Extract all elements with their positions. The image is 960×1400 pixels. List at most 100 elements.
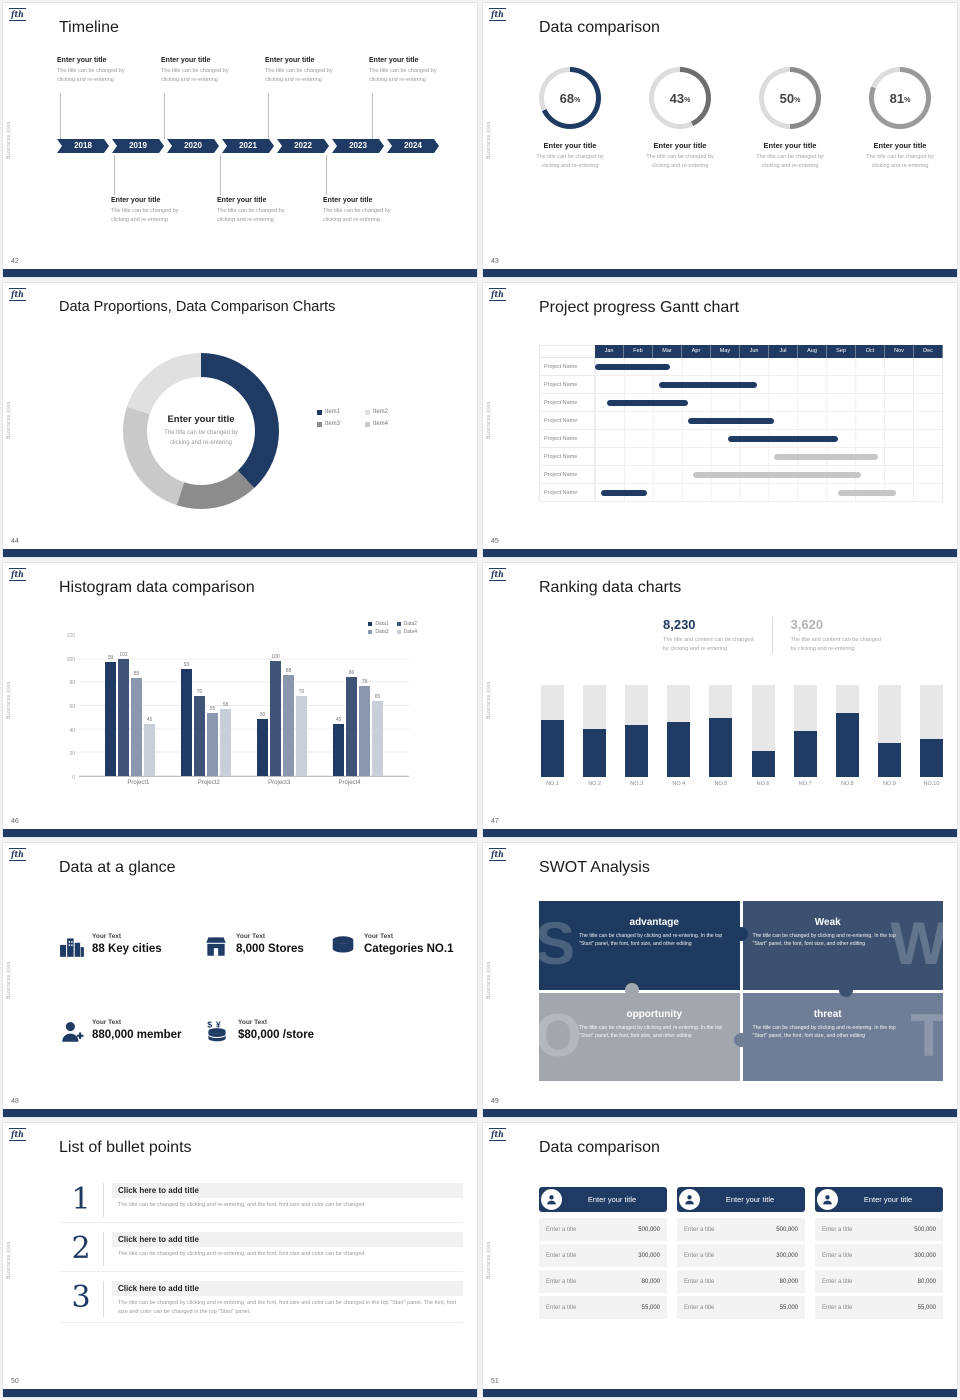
fth-logo: fth [9, 8, 26, 21]
fth-logo: fth [489, 848, 506, 861]
bar: 86 [346, 670, 357, 776]
legend-item: Data3 [368, 629, 389, 635]
slide-43-data-comparison[interactable]: fth Business plan 43 Data comparison 68%… [482, 2, 958, 278]
y-tick-label: 60 [69, 703, 75, 710]
puzzle-nub [734, 927, 748, 941]
stat-desc: The title and content can be changed by c… [663, 637, 754, 652]
comparison-cards: Enter your title Enter a title 500,000 En… [539, 1187, 943, 1322]
categories-icon [329, 933, 357, 964]
bullet-item: 3 Click here to add title The title can … [59, 1281, 463, 1323]
bullet-number: 1 [71, 1182, 91, 1217]
year-chevron: 2022 [277, 139, 329, 153]
donut-center-label: Enter your title The title can be change… [123, 353, 279, 509]
histogram-groups: 99 102 85 45 93 70 55 58 50 100 88 70 45 86 78 65 [79, 637, 409, 776]
side-vertical-text: Business plan [6, 1241, 12, 1279]
bar: 102 [118, 652, 129, 776]
ring-stat: 50% Enter your title The title can be ch… [737, 67, 843, 171]
side-vertical-text: Business plan [486, 961, 492, 999]
connector-line [60, 93, 61, 139]
slide-number: 49 [491, 1098, 499, 1105]
fth-logo: fth [9, 288, 26, 301]
card-header-label: Enter your title [587, 1195, 637, 1204]
slide-title: Data Proportions, Data Comparison Charts [59, 299, 336, 315]
bullet-item: 2 Click here to add title The title can … [59, 1232, 463, 1272]
slide-number: 45 [491, 538, 499, 545]
slide-46-histogram[interactable]: fth Business plan 46 Histogram data comp… [2, 562, 478, 838]
gantt-month-label: Feb [624, 345, 653, 358]
x-tick-label: Project4 [338, 780, 361, 786]
entry-desc: The title can be changed by clicking and … [265, 68, 333, 83]
ring-stat: 68% Enter your title The title can be ch… [517, 67, 623, 171]
stat-value: 8,000 Stores [236, 943, 304, 955]
ring-desc: The title can be changed by clicking and … [646, 154, 714, 169]
stat-label: Your Text [92, 1019, 122, 1026]
swot-heading: advantage [629, 917, 679, 928]
connector-line [220, 155, 221, 195]
gantt-bar [693, 472, 862, 478]
timeline-entry: Enter your title The title can be change… [57, 57, 153, 85]
slide-42-timeline[interactable]: fth Business plan 42 Timeline Enter your… [2, 2, 478, 278]
slide-47-ranking[interactable]: fth Business plan 47 Ranking data charts… [482, 562, 958, 838]
card-rows: Enter a title 500,000 Enter a title 300,00… [539, 1218, 667, 1319]
slide-45-gantt[interactable]: fth Business plan 45 Project progress Ga… [482, 282, 958, 558]
gantt-row-label: Project Name [539, 376, 595, 394]
gantt-grid-row [595, 448, 942, 466]
donut-ring: 43% [649, 67, 711, 129]
legend-item: Data1 [368, 621, 389, 627]
swot-heading: Weak [814, 917, 841, 928]
swot-opportunity-quadrant: O opportunity The title can be changed b… [539, 992, 740, 1081]
donut-desc: The title can be changed by clicking and… [164, 429, 238, 446]
donut-title: Enter your title [167, 413, 235, 425]
glance-stat: Your Text 8,000 Stores [203, 933, 304, 964]
gantt-row-label: Project Name [539, 412, 595, 430]
gantt-month-label: Jul [769, 345, 798, 358]
donut-ring: 81% [869, 67, 931, 129]
gantt-grid-row [595, 394, 942, 412]
connector-line [268, 93, 269, 139]
connector-line [372, 93, 373, 139]
ranking-column: NO.1 [541, 685, 564, 787]
timeline-entry: Enter your title The title can be change… [323, 197, 419, 225]
slide-51-data-comparison[interactable]: fth Business plan 51 Data comparison Ent… [482, 1122, 958, 1398]
proportion-donut [123, 353, 279, 509]
side-vertical-text: Business plan [486, 401, 492, 439]
bar: 78 [359, 679, 370, 776]
bar: 45 [333, 717, 344, 776]
slide-number: 47 [491, 818, 499, 825]
swot-letter: O [539, 1001, 582, 1069]
side-vertical-text: Business plan [6, 961, 12, 999]
bar-group: 45 86 78 65 [333, 670, 383, 776]
legend-item: Data4 [396, 629, 417, 635]
slide-number: 46 [11, 818, 19, 825]
bottom-accent-bar [3, 1109, 477, 1117]
ring-stat: 43% Enter your title The title can be ch… [627, 67, 733, 171]
histogram-legend: Data1 Data2 Data3 Data4 [368, 621, 417, 635]
bullet-title: Click here to add title [112, 1232, 463, 1247]
city-icon [59, 933, 85, 964]
gantt-row-label: Project Name [539, 466, 595, 484]
swot-desc: The title can be changed by clicking and… [579, 1024, 723, 1039]
side-vertical-text: Business plan [6, 681, 12, 719]
entry-title: Enter your title [217, 197, 267, 204]
slide-48-glance[interactable]: fth Business plan 48 Data at a glance Yo… [2, 842, 478, 1118]
slide-44-proportions[interactable]: fth Business plan 44 Data Proportions, D… [2, 282, 478, 558]
glance-stat: Your Text Categories NO.1 [329, 933, 453, 964]
bar: 65 [372, 694, 383, 776]
entry-desc: The title can be changed by clicking and … [323, 208, 391, 223]
entry-desc: The title can be changed by clicking and … [57, 68, 125, 83]
swot-grid: S advantage The title can be changed by … [539, 901, 943, 1081]
ring-title: Enter your title [763, 141, 817, 150]
stat-secondary: 3,620 The title and content can be chang… [771, 617, 881, 654]
timeline-entry: Enter your title The title can be change… [161, 57, 257, 85]
gantt-month-label: Sep [827, 345, 856, 358]
card-header: Enter your title [815, 1187, 943, 1212]
histogram-plot: 120 100 80 60 40 20 0 99 102 85 45 93 70 55 58 50 100 88… [67, 633, 409, 781]
bottom-accent-bar [483, 269, 957, 277]
member-icon [59, 1019, 85, 1050]
gantt-bar [595, 364, 671, 370]
puzzle-nub [734, 1033, 748, 1047]
y-tick-label: 100 [66, 656, 75, 663]
slide-49-swot[interactable]: fth Business plan 49 SWOT Analysis S adv… [482, 842, 958, 1118]
slide-50-bullets[interactable]: fth Business plan 50 List of bullet poin… [2, 1122, 478, 1398]
legend-item: Item4 [365, 421, 413, 427]
